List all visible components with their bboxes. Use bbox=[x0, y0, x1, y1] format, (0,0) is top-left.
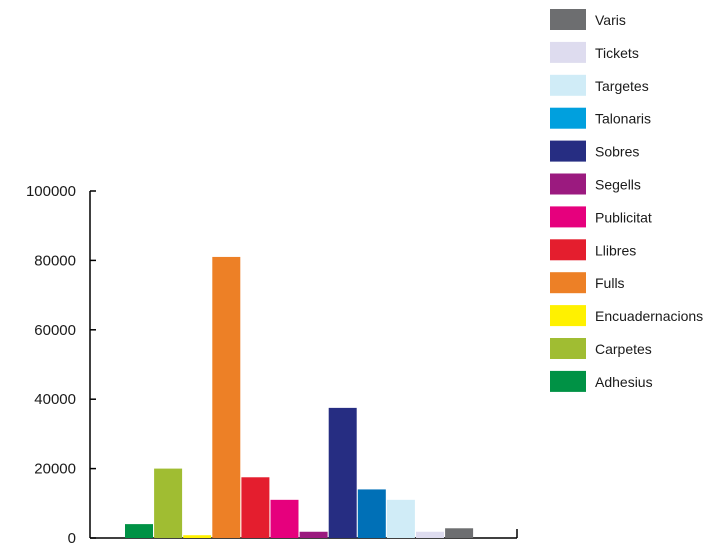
bar-encuadernacions bbox=[183, 535, 212, 538]
legend-label-adhesius: Adhesius bbox=[595, 374, 653, 390]
bar-fulls bbox=[212, 256, 241, 538]
legend-swatch-carpetes bbox=[550, 338, 586, 359]
legend-swatch-segells bbox=[550, 173, 586, 195]
legend-label-publicitat: Publicitat bbox=[595, 209, 652, 225]
legend-swatch-llibres bbox=[550, 239, 586, 261]
legend-label-fulls: Fulls bbox=[595, 275, 625, 291]
legend-swatch-targetes bbox=[550, 74, 586, 96]
legend-label-llibres: Llibres bbox=[595, 242, 636, 258]
legend-label-talonaris: Talonaris bbox=[595, 111, 651, 127]
legend-swatch-fulls bbox=[550, 272, 586, 294]
legend-label-segells: Segells bbox=[595, 177, 641, 193]
bar-sobres bbox=[328, 407, 357, 538]
y-tick-label: 20000 bbox=[34, 461, 76, 478]
bar-adhesius bbox=[125, 524, 153, 538]
bar-carpetes bbox=[154, 468, 183, 538]
legend-label-targetes: Targetes bbox=[595, 78, 649, 94]
legend-label-varis: Varis bbox=[595, 12, 626, 28]
legend-label-tickets: Tickets bbox=[595, 45, 639, 61]
legend-swatch-varis bbox=[550, 9, 586, 30]
bar-segells bbox=[299, 531, 328, 538]
bar-publicitat bbox=[270, 499, 299, 538]
y-tick-label: 40000 bbox=[34, 391, 76, 408]
bar-llibres bbox=[241, 477, 270, 538]
legend: Varis Tickets Targetes Talonaris Sobres Segel… bbox=[550, 9, 703, 392]
bar-tickets bbox=[416, 531, 444, 538]
legend-swatch-encuadernacions bbox=[550, 305, 586, 327]
y-tick-label: 80000 bbox=[34, 252, 76, 269]
legend-label-encuadernacions: Encuadernacions bbox=[595, 308, 703, 324]
legend-swatch-talonaris bbox=[550, 107, 586, 129]
bar-talonaris bbox=[357, 489, 386, 538]
legend-label-carpetes: Carpetes bbox=[595, 341, 652, 357]
legend-swatch-sobres bbox=[550, 140, 586, 162]
bar-varis bbox=[445, 528, 474, 538]
y-axis: 0 20000 40000 60000 80000 100000 bbox=[26, 183, 96, 545]
legend-swatch-adhesius bbox=[550, 370, 586, 392]
legend-swatch-tickets bbox=[550, 41, 586, 63]
bar-targetes bbox=[386, 499, 415, 538]
y-tick-label: 0 bbox=[68, 530, 76, 545]
legend-swatch-publicitat bbox=[550, 206, 586, 228]
y-tick-label: 100000 bbox=[26, 183, 76, 200]
legend-label-sobres: Sobres bbox=[595, 144, 639, 160]
bars bbox=[125, 256, 474, 538]
y-tick-label: 60000 bbox=[34, 322, 76, 339]
